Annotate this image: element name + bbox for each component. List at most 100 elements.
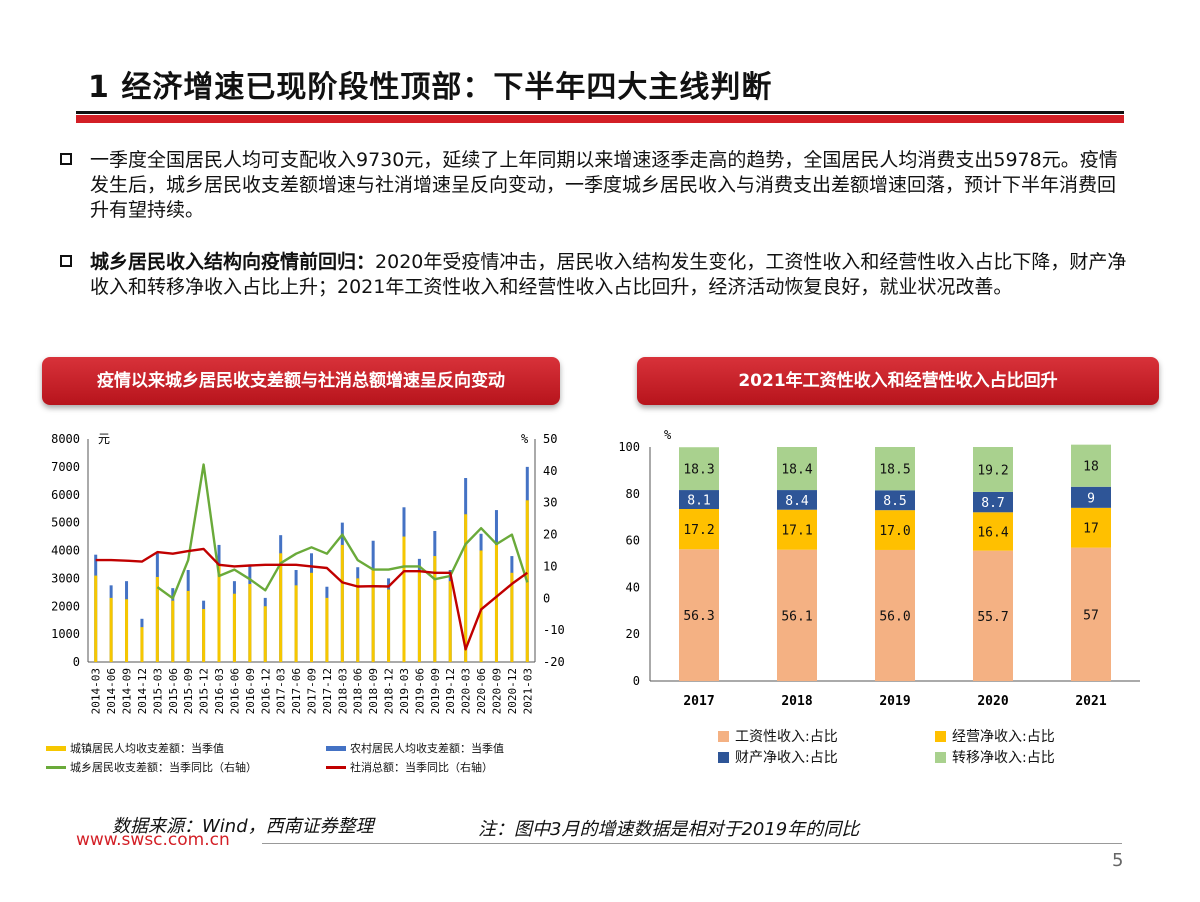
urban-bar xyxy=(125,599,129,662)
business-segment xyxy=(679,509,719,550)
right-y-tick-label: 0 xyxy=(543,591,550,605)
right-y-tick-label: -10 xyxy=(543,623,565,637)
legend-rural: 农村居民人均收支差额：当季值 xyxy=(326,740,504,756)
property-data-label: 9 xyxy=(1087,491,1095,506)
chart-note: 注：图中3月的增速数据是相对于2019年的同比 xyxy=(478,819,860,840)
x-tick-label: 2015-12 xyxy=(198,668,211,714)
x-tick-label: 2018-09 xyxy=(367,668,380,714)
y-tick-label: 60 xyxy=(626,534,640,548)
x-tick-label: 2015-03 xyxy=(151,668,164,714)
title-divider xyxy=(76,111,1124,114)
legend-retail-swatch xyxy=(326,765,346,769)
legend-business: 经营净收入:占比 xyxy=(935,726,1055,746)
right-y-tick-label: 40 xyxy=(543,464,557,478)
legend-transfer-swatch xyxy=(935,751,946,763)
legend-property-swatch xyxy=(718,751,729,763)
urban-bar xyxy=(325,597,329,662)
x-tick-label: 2014-09 xyxy=(121,668,134,714)
legend-property-label: 财产净收入:占比 xyxy=(735,750,838,766)
left-y-tick-label: 7000 xyxy=(51,460,80,474)
urban-bar xyxy=(402,536,406,662)
x-tick-label: 2016-09 xyxy=(244,668,257,714)
left-y-tick-label: 0 xyxy=(73,655,80,669)
business-segment xyxy=(875,510,915,550)
y-tick-label: 20 xyxy=(626,627,640,641)
right-y-tick-label: 20 xyxy=(543,528,557,542)
x-tick-label: 2019-03 xyxy=(398,668,411,714)
business-data-label: 17.2 xyxy=(683,523,714,538)
x-tick-label: 2014-03 xyxy=(90,668,103,714)
x-tick-label: 2020-06 xyxy=(475,668,488,714)
legend-urban: 城镇居民人均收支差额：当季值 xyxy=(46,740,224,756)
x-tick-label: 2018-06 xyxy=(352,668,365,714)
legend-transfer: 转移净收入:占比 xyxy=(935,747,1055,767)
footer-divider xyxy=(262,843,1122,844)
diff-yoy-line xyxy=(156,463,529,600)
legend-rural-swatch xyxy=(326,745,346,751)
property-segment xyxy=(777,490,817,510)
x-tick-label: 2014-12 xyxy=(136,668,149,714)
property-data-label: 8.4 xyxy=(785,494,809,509)
urban-bar xyxy=(340,544,344,662)
property-segment xyxy=(679,490,719,510)
transfer-segment xyxy=(875,447,915,491)
x-tick-label: 2015-06 xyxy=(167,668,180,714)
wage-segment xyxy=(679,549,719,681)
x-tick-label: 2017-06 xyxy=(290,668,303,714)
x-tick-label: 2017-09 xyxy=(306,668,319,714)
bullet-1: 一季度全国居民人均可支配收入9730元，延续了上年同期以来增速逐季走高的趋势，全… xyxy=(60,148,1130,223)
urban-bar xyxy=(387,589,391,662)
urban-bar xyxy=(464,514,468,662)
legend-property: 财产净收入:占比 xyxy=(718,747,838,767)
left-y-tick-label: 4000 xyxy=(51,544,80,558)
urban-bar xyxy=(279,553,283,662)
wage-data-label: 56.1 xyxy=(781,609,812,624)
right-y-tick-label: 30 xyxy=(543,496,557,510)
transfer-segment xyxy=(679,447,719,491)
legend-business-swatch xyxy=(935,730,946,742)
property-segment xyxy=(1071,486,1111,508)
x-tick-label: 2019-09 xyxy=(429,668,442,714)
right-y-tick-label: 50 xyxy=(543,432,557,446)
data-source: 数据来源：Wind，西南证券整理 xyxy=(112,816,374,837)
left-y-tick-label: 5000 xyxy=(51,516,80,530)
urban-bar xyxy=(494,544,498,662)
page-title: 1 经济增速已现阶段性顶部：下半年四大主线判断 xyxy=(88,70,773,105)
business-data-label: 17.0 xyxy=(879,524,910,539)
y-tick-label: 100 xyxy=(618,440,640,454)
transfer-data-label: 18 xyxy=(1083,460,1099,475)
legend-retail: 社消总额：当季同比（右轴） xyxy=(326,759,493,775)
x-tick-label: 2021 xyxy=(1075,694,1106,709)
x-tick-label: 2020-09 xyxy=(490,668,503,714)
right-y-tick-label: -20 xyxy=(543,655,565,669)
transfer-segment xyxy=(777,447,817,491)
wage-data-label: 56.3 xyxy=(683,609,714,624)
urban-bar xyxy=(263,606,267,662)
transfer-data-label: 19.2 xyxy=(977,463,1008,478)
x-tick-label: 2020-12 xyxy=(506,668,519,714)
x-tick-label: 2020-03 xyxy=(460,668,473,714)
square-bullet-icon xyxy=(60,153,72,165)
website-link[interactable]: www.swsc.com.cn xyxy=(76,830,230,850)
x-tick-label: 2019 xyxy=(879,694,910,709)
left-y-tick-label: 1000 xyxy=(51,627,80,641)
legend-urban-label: 城镇居民人均收支差额：当季值 xyxy=(70,742,224,755)
urban-bar xyxy=(310,572,313,662)
left-y-tick-label: 3000 xyxy=(51,571,80,585)
legend-retail-label: 社消总额：当季同比（右轴） xyxy=(350,761,493,774)
x-tick-label: 2020 xyxy=(977,694,1008,709)
y-tick-label: 0 xyxy=(633,674,640,688)
right-chart-banner: 2021年工资性收入和经营性收入占比回升 xyxy=(637,357,1159,405)
x-tick-label: 2019-12 xyxy=(444,668,457,714)
x-tick-label: 2015-09 xyxy=(182,668,195,714)
business-segment xyxy=(973,512,1013,551)
left-y-tick-label: 6000 xyxy=(51,488,80,502)
urban-bar xyxy=(294,585,298,662)
left-combo-chart: 0 1000 2000 3000 4000 5000 6000 7000 8000 -20 -10 0… xyxy=(51,432,565,714)
urban-bar xyxy=(417,570,421,662)
x-tick-label: 2016-06 xyxy=(228,668,241,714)
legend-diff-swatch xyxy=(46,765,66,769)
legend-urban-swatch xyxy=(46,745,66,751)
business-data-label: 17 xyxy=(1083,522,1099,537)
x-tick-label: 2019-06 xyxy=(413,668,426,714)
